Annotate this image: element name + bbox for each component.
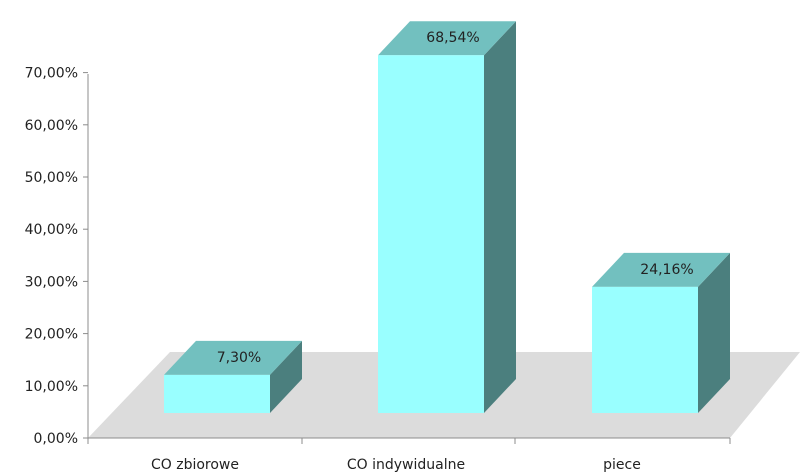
- bar-front: [164, 374, 270, 413]
- bar-front: [378, 55, 484, 414]
- category-label: piece: [603, 457, 641, 473]
- y-tick-label: 60,00%: [25, 118, 78, 134]
- bar-side: [270, 340, 302, 413]
- bar-3: [592, 252, 730, 413]
- bar-side: [698, 252, 730, 413]
- data-label: 68,54%: [426, 30, 479, 46]
- bars: [164, 21, 730, 414]
- category-label: CO zbiorowe: [151, 457, 239, 473]
- y-tick-label: 20,00%: [25, 327, 78, 343]
- data-label: 7,30%: [217, 350, 261, 366]
- x-axis-ticks: [87, 438, 731, 444]
- y-tick-label: 50,00%: [25, 170, 78, 186]
- bar-top: [592, 252, 730, 287]
- y-tick-label: 0,00%: [34, 431, 78, 447]
- y-tick-label: 70,00%: [25, 66, 78, 82]
- bar-top: [164, 340, 302, 375]
- bar-1: [164, 340, 302, 413]
- category-label: CO indywidualne: [347, 457, 465, 473]
- bar-side: [484, 21, 516, 414]
- y-tick-label: 30,00%: [25, 274, 78, 290]
- labels: 7,30% CO zbiorowe 68,54% CO indywidualne 24,…: [151, 30, 694, 473]
- y-axis-ticks: 0,00% 10,00% 20,00% 30,00% 40,00% 50,00% 60,00…: [25, 66, 88, 447]
- y-tick-label: 40,00%: [25, 222, 78, 238]
- bar-2: [378, 21, 516, 414]
- bar-front: [592, 286, 698, 413]
- bar-top: [378, 21, 516, 56]
- data-label: 24,16%: [640, 262, 693, 278]
- y-tick-label: 10,00%: [25, 379, 78, 395]
